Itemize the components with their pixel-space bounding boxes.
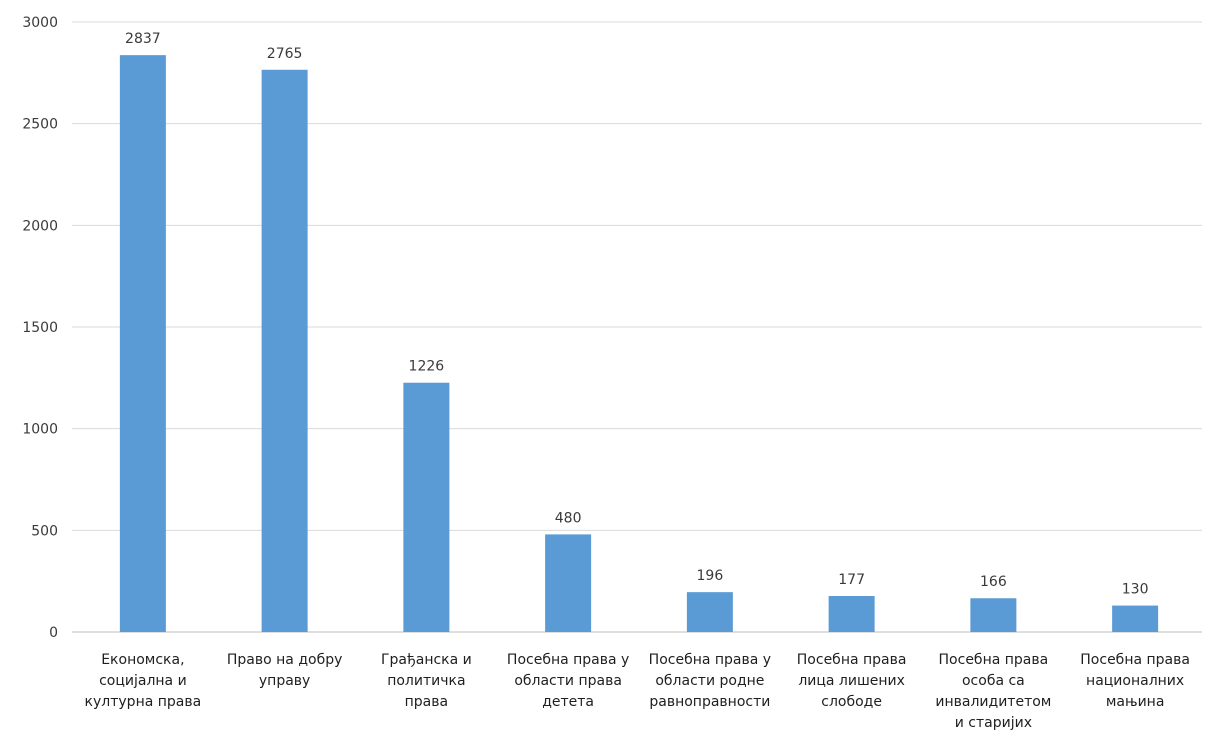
category-label: Право на добру управу bbox=[227, 652, 343, 689]
y-tick-label: 3000 bbox=[22, 15, 58, 31]
data-label: 1226 bbox=[409, 359, 445, 375]
bars bbox=[119, 55, 1159, 633]
bar bbox=[828, 596, 875, 632]
bar bbox=[119, 55, 166, 633]
category-label: Посебна права лица лишених слободе bbox=[797, 652, 907, 710]
category-label: Посебна права у области права детета bbox=[507, 652, 629, 710]
data-labels: 2837 2765 1226 480 196 177 166 130 bbox=[125, 31, 1148, 597]
bar bbox=[403, 382, 450, 632]
data-label: 480 bbox=[555, 510, 582, 526]
bar bbox=[686, 592, 733, 632]
data-label: 166 bbox=[980, 574, 1007, 590]
data-label: 2765 bbox=[267, 46, 303, 62]
y-tick-label: 1000 bbox=[22, 422, 58, 438]
y-axis-tick-labels: 0 500 1000 1500 2000 2500 3000 bbox=[22, 15, 58, 641]
bar bbox=[545, 534, 592, 632]
category-label: Посебна права особа са инвалидитетом и стар… bbox=[935, 652, 1051, 731]
data-label: 177 bbox=[838, 572, 865, 588]
y-tick-label: 2000 bbox=[22, 218, 58, 234]
category-label: Грађанска и политичка права bbox=[381, 652, 472, 710]
category-label: Посебна права националних мањина bbox=[1080, 652, 1190, 710]
bar bbox=[970, 598, 1017, 632]
y-tick-label: 500 bbox=[31, 523, 58, 539]
data-label: 130 bbox=[1122, 582, 1149, 598]
gridlines bbox=[72, 21, 1202, 633]
bar bbox=[261, 69, 308, 633]
y-tick-label: 0 bbox=[49, 625, 58, 641]
x-axis-category-labels: Економска, социјална и културна права Право… bbox=[85, 652, 1190, 731]
y-tick-label: 1500 bbox=[22, 320, 58, 336]
bar bbox=[1112, 605, 1159, 632]
category-label: Економска, социјална и културна права bbox=[85, 652, 202, 710]
data-label: 2837 bbox=[125, 31, 161, 47]
y-tick-label: 2500 bbox=[22, 117, 58, 133]
data-label: 196 bbox=[697, 568, 724, 584]
category-label: Посебна права у области родне равноправнос… bbox=[649, 652, 771, 710]
